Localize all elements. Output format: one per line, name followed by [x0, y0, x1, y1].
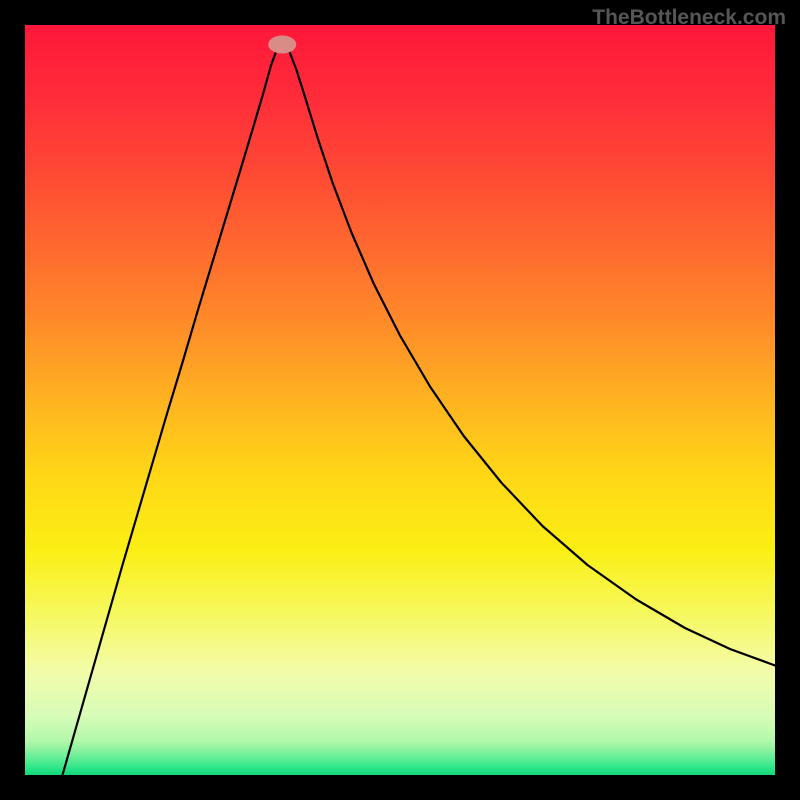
chart-svg [0, 0, 800, 800]
curve-min-marker [268, 36, 296, 54]
watermark-text: TheBottleneck.com [592, 6, 786, 30]
plot-area [25, 25, 775, 775]
bottleneck-chart: TheBottleneck.com [0, 0, 800, 800]
